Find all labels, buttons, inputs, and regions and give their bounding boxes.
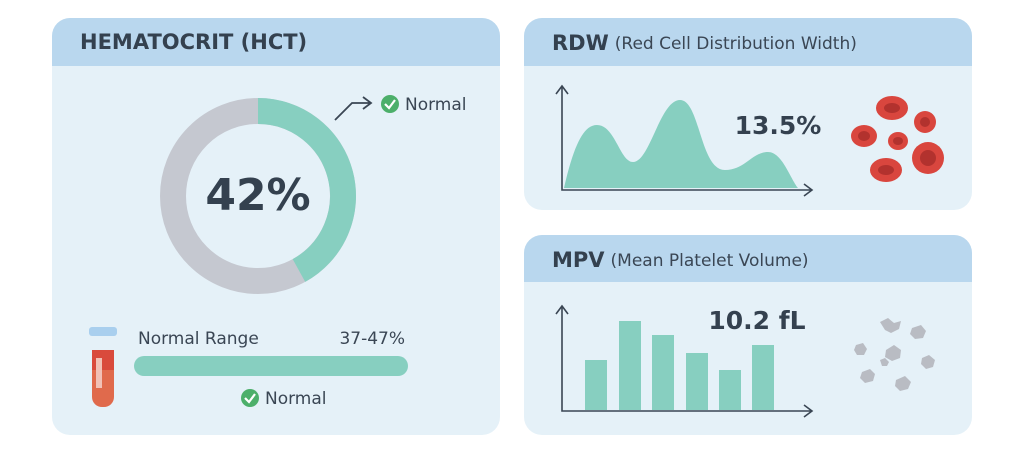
- rdw-subtitle: (Red Cell Distribution Width): [615, 34, 857, 54]
- mpv-heading: MPV (Mean Platelet Volume): [552, 248, 809, 272]
- hct-title: HEMATOCRIT (HCT): [80, 30, 307, 54]
- check-mark: [244, 393, 256, 404]
- axes: [555, 304, 814, 418]
- mpv-title: MPV: [552, 248, 605, 272]
- mpv-value: 10.2 fL: [708, 306, 805, 335]
- hct-value: 42%: [205, 170, 310, 221]
- rdw-title: RDW: [552, 31, 609, 55]
- tube-cap: [89, 327, 117, 336]
- hct-status: Normal: [405, 95, 467, 115]
- check-icon: [381, 95, 399, 113]
- range-bar: [134, 356, 408, 376]
- range-value: 37-47%: [339, 329, 405, 349]
- axes: [555, 84, 814, 197]
- arrow: [334, 96, 373, 121]
- rdw-heading: RDW (Red Cell Distribution Width): [552, 31, 857, 55]
- tube-top: [92, 350, 114, 370]
- range-status: Normal: [265, 389, 327, 409]
- rdw-value: 13.5%: [735, 111, 822, 140]
- donut-arc: [257, 98, 356, 282]
- check-mark: [384, 99, 396, 110]
- check-icon: [241, 389, 259, 407]
- mpv-bars: [585, 321, 774, 410]
- mpv-subtitle: (Mean Platelet Volume): [611, 251, 809, 271]
- tube-shine: [96, 358, 102, 388]
- range-label: Normal Range: [138, 329, 259, 349]
- platelets: [854, 318, 935, 391]
- panel-header: [524, 18, 972, 66]
- rdw-area: [564, 100, 798, 188]
- panel-header: [52, 18, 500, 66]
- red-cell-centers: [858, 103, 936, 175]
- panel-header: [524, 235, 972, 282]
